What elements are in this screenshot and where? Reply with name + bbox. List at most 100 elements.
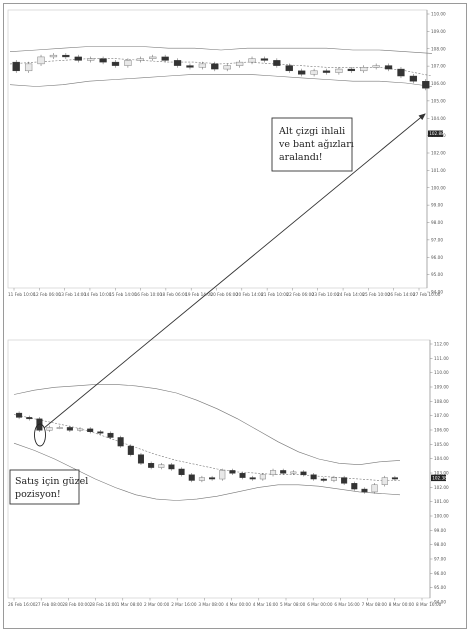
top-y-tick-label: 107.00	[431, 64, 446, 69]
bottom-y-tick-label: 107.00	[434, 413, 449, 418]
top-plot-frame	[7, 9, 428, 289]
top-x-tick-label: 21 Feb 10:00	[261, 292, 289, 297]
bottom-candle-body	[391, 477, 398, 480]
top-band-lower	[9, 74, 433, 87]
top-candle-body	[111, 61, 120, 66]
bottom-candle-body	[341, 477, 348, 484]
bottom-y-tick-label: 111.00	[434, 356, 449, 361]
bottom-candle-body	[310, 474, 317, 480]
bottom-x-tick-label: 4 Mar 16:00	[253, 602, 279, 607]
bottom-x-tick-label: 26 Feb 16:00	[8, 602, 36, 607]
top-y-tick-label: 95.00	[431, 272, 443, 277]
bottom-y-tick-label: 101.00	[434, 499, 449, 504]
top-candle-body	[360, 67, 368, 72]
bottom-candle-body	[56, 427, 63, 429]
bottom-x-tick-label: 6 Mar 16:00	[334, 602, 360, 607]
top-y-tick-label: 104.00	[431, 116, 446, 121]
bottom-y-tick-label: 97.00	[434, 557, 446, 562]
top-candle-body	[298, 70, 306, 75]
top-y-tick-label: 98.00	[431, 220, 443, 225]
bottom-x-tick-label: 5 Mar 08:00	[280, 602, 306, 607]
bottom-annotation: Satış için güzel pozisyon!	[9, 469, 88, 505]
top-annotation-line-3: aralandı!	[279, 152, 323, 163]
bottom-candle-body	[280, 470, 287, 474]
top-y-tick-label: 110.00	[431, 12, 446, 17]
bottom-candle-body	[97, 431, 104, 434]
top-y-tick-label: 108.00	[431, 46, 446, 51]
top-y-tick-label: 101.00	[431, 168, 446, 173]
top-candle-body	[124, 60, 132, 66]
bottom-y-tick-label: 112.00	[434, 342, 449, 347]
bottom-candle-body	[87, 428, 94, 432]
top-x-tick-label: 20 Feb 14:00	[236, 292, 264, 297]
bottom-x-tick-label: 4 Mar 00:00	[226, 602, 252, 607]
top-candle-body	[322, 70, 331, 73]
top-annotation-line-1: Alt çizgi ihlali	[278, 126, 345, 137]
bottom-y-tick-label: 96.00	[434, 571, 446, 576]
bottom-candle-body	[137, 454, 144, 464]
top-candle-body	[99, 58, 107, 63]
top-x-tick-label: 27 Feb 10:00	[413, 292, 441, 297]
bottom-price-label: 102.38	[432, 475, 447, 480]
top-y-tick-label: 96.00	[431, 255, 443, 260]
top-candle-body	[273, 60, 281, 66]
top-candle-body	[161, 56, 169, 61]
top-x-tick-label: 20 Feb 06:00	[211, 292, 239, 297]
top-x-tick-label: 16 Feb 10:00	[135, 292, 163, 297]
bottom-y-tick-label: 100.00	[434, 514, 449, 519]
top-price-marker: 102.88	[428, 130, 444, 137]
top-x-tick-label: 15 Feb 14:00	[109, 292, 137, 297]
top-candle-body	[24, 63, 33, 72]
bottom-candle-body	[198, 477, 205, 481]
top-candle-body	[372, 65, 380, 68]
bottom-candle-body	[77, 428, 84, 431]
bottom-y-tick-label: 110.00	[434, 370, 449, 375]
top-y-tick-label: 105.00	[431, 98, 446, 103]
bottom-y-tick-label: 103.00	[434, 471, 449, 476]
bottom-x-tick-label: 3 Mar 08:00	[198, 602, 224, 607]
bottom-y-tick-label: 108.00	[434, 399, 449, 404]
top-candle-body	[422, 81, 430, 89]
bottom-candle-body	[16, 412, 23, 418]
top-candles	[12, 53, 430, 91]
bottom-candle-body	[148, 463, 155, 468]
top-y-tick-label: 100.00	[431, 185, 446, 190]
bottom-x-tick-label: 2 Mar 00:00	[144, 602, 170, 607]
top-x-tick-label: 25 Feb 10:00	[362, 292, 390, 297]
top-candle-body	[310, 70, 318, 75]
bottom-candle-body	[26, 417, 33, 420]
top-candle-body	[285, 65, 293, 72]
bottom-candle-body	[290, 471, 297, 474]
top-candle-body	[12, 61, 20, 72]
top-candle-body	[409, 75, 418, 82]
bottom-x-tick-label: 28 Feb 16:00	[90, 602, 118, 607]
top-bollinger-bands	[9, 46, 433, 87]
bottom-y-tick-label: 106.00	[434, 428, 449, 433]
top-candle-body	[211, 63, 219, 70]
bottom-candle-body	[361, 488, 368, 493]
bottom-candle-body	[330, 477, 337, 481]
top-annotation: Alt çizgi ihlali ve bant ağızları aralan…	[271, 117, 354, 172]
bottom-candle-body	[371, 484, 378, 493]
signal-highlight-ellipse	[34, 423, 46, 447]
top-x-tick-label: 22 Feb 06:00	[286, 292, 314, 297]
top-candle-body	[248, 58, 256, 63]
bottom-candle-body	[107, 432, 114, 438]
top-candle-body	[198, 63, 207, 68]
top-candle-body	[397, 68, 405, 77]
bottom-candle-body	[320, 478, 327, 481]
top-x-tick-label: 13 Feb 14:00	[59, 292, 87, 297]
bottom-candle-body	[46, 427, 53, 431]
top-candle-body	[347, 68, 355, 72]
bottom-candle-body	[249, 477, 256, 480]
bottom-annotation-line-1: Satış için güzel	[15, 476, 88, 487]
bottom-band-upper	[13, 384, 401, 466]
top-candle-body	[173, 60, 182, 66]
top-x-tick-label: 14 Feb 10:00	[84, 292, 112, 297]
top-price-box	[428, 130, 443, 137]
bottom-x-tick-label: 8 Mar 00:00	[389, 602, 415, 607]
top-band-middle	[9, 58, 433, 77]
bottom-y-tick-label: 109.00	[434, 385, 449, 390]
bottom-x-tick-label: 27 Feb 08:00	[35, 602, 63, 607]
